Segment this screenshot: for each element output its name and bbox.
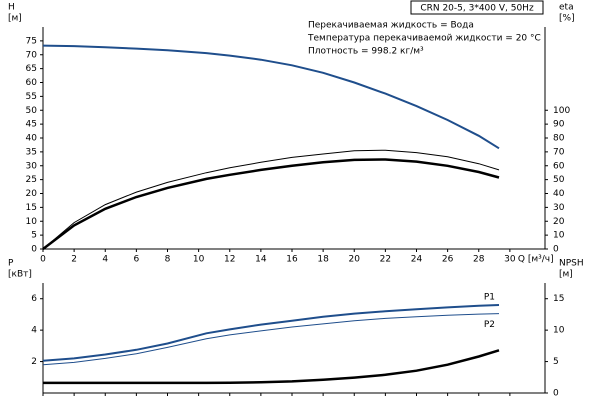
- y2-tick-label: 5: [553, 357, 559, 367]
- x-tick-label: 24: [411, 255, 423, 265]
- title-box: [410, 0, 544, 15]
- series-label: P2: [484, 320, 495, 330]
- y-tick-label: 50: [26, 106, 38, 116]
- series-label: P1: [484, 293, 495, 303]
- x-tick-label: 10: [193, 255, 205, 265]
- y-tick-label: 10: [26, 217, 38, 227]
- chart-title: CRN 20-5, 3*400 V, 50Hz: [420, 4, 534, 14]
- y2-tick-label: 0: [553, 245, 559, 255]
- y2-axis-label: NPSH: [559, 259, 584, 269]
- y-axis-label: H: [8, 3, 15, 13]
- series-line: [42, 149, 500, 250]
- x-tick-label: 2: [71, 255, 77, 265]
- y2-tick-label: 90: [553, 120, 565, 130]
- y2-tick-label: 10: [553, 326, 565, 336]
- annotation: Плотность = 998.2 кг/м³: [308, 47, 424, 57]
- y-tick-label: 70: [26, 50, 38, 60]
- y-tick-label: 75: [26, 36, 37, 46]
- y-tick-label: 2: [31, 357, 37, 367]
- y-axis-label: [м]: [8, 14, 22, 24]
- y-tick-label: 35: [26, 147, 37, 157]
- y2-tick-label: 80: [553, 134, 565, 144]
- y2-tick-label: 30: [553, 203, 565, 213]
- y-tick-label: 65: [26, 64, 37, 74]
- series-line: [42, 158, 500, 250]
- y-tick-label: 4: [31, 326, 37, 336]
- y2-tick-label: 60: [553, 161, 565, 171]
- y2-tick-label: 50: [553, 175, 565, 185]
- series-line: [42, 304, 500, 362]
- y-tick-label: 6: [31, 294, 37, 304]
- x-tick-label: 28: [473, 255, 485, 265]
- x-tick-label: 30: [504, 255, 516, 265]
- y-tick-label: 55: [26, 92, 37, 102]
- y2-tick-label: 40: [553, 189, 565, 199]
- y-tick-label: 60: [26, 78, 38, 88]
- y-tick-label: 40: [26, 134, 38, 144]
- y-tick-label: 0: [31, 245, 37, 255]
- y2-tick-label: 10: [553, 231, 565, 241]
- y-axis-label: P: [8, 259, 14, 269]
- annotation: Перекачиваемая жидкость = Вода: [308, 21, 474, 31]
- x-tick-label: 26: [442, 255, 454, 265]
- x-tick-label: 14: [255, 255, 267, 265]
- x-tick-label: 6: [134, 255, 140, 265]
- x-tick-label: 18: [317, 255, 329, 265]
- y-axis-label: [кВт]: [8, 270, 32, 280]
- y2-tick-label: 70: [553, 147, 565, 157]
- y2-tick-label: 15: [553, 294, 564, 304]
- series-line: [43, 349, 500, 385]
- x-tick-label: 0: [40, 255, 46, 265]
- x-tick-label: 22: [380, 255, 391, 265]
- y2-axis-label: [%]: [559, 14, 575, 24]
- series-line: [42, 313, 500, 366]
- y-tick-label: 45: [26, 120, 37, 130]
- y-tick-label: 30: [26, 161, 38, 171]
- y-tick-label: 20: [26, 189, 38, 199]
- x-axis-label: Q [м³/ч]: [518, 255, 554, 265]
- y2-axis-label: [м]: [559, 270, 573, 280]
- x-tick-label: 20: [349, 255, 361, 265]
- y2-tick-label: 100: [553, 106, 570, 116]
- y2-axis-label: eta: [559, 3, 574, 13]
- x-tick-label: 8: [165, 255, 171, 265]
- series-line: [42, 44, 500, 150]
- annotation: Температура перекачиваемой жидкости = 20…: [307, 34, 541, 44]
- x-tick-label: 16: [286, 255, 298, 265]
- y2-tick-label: 0: [553, 389, 559, 399]
- y-tick-label: 15: [26, 203, 37, 213]
- y2-tick-label: 20: [553, 217, 565, 227]
- x-tick-label: 12: [224, 255, 235, 265]
- x-tick-label: 4: [102, 255, 108, 265]
- y-tick-label: 5: [31, 231, 37, 241]
- y-tick-label: 25: [26, 175, 37, 185]
